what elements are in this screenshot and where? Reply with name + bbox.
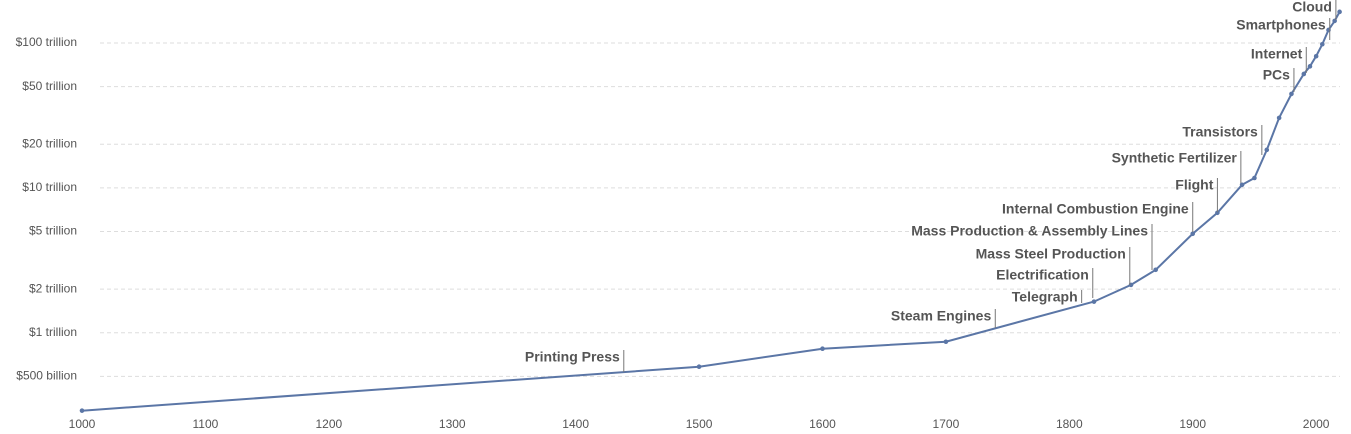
annotation-label: Mass Steel Production [976,246,1126,262]
y-tick-label: $500 billion [16,369,77,383]
annotation-label: Internet [1251,46,1303,62]
data-point [1337,9,1342,15]
y-tick-label: $50 trillion [22,79,77,93]
annotation-label: Telegraph [1012,289,1078,305]
x-tick-label: 1200 [315,417,342,431]
annotation-label: Smartphones [1236,17,1326,33]
data-point [1313,53,1319,59]
data-point [1301,71,1307,77]
data-point [1320,41,1325,47]
y-tick-label: $1 trillion [29,325,77,339]
y-tick-label: $5 trillion [29,224,77,238]
annotation-label: Printing Press [525,349,620,365]
annotation-label: Steam Engines [891,308,992,324]
y-tick-label: $10 trillion [22,180,77,194]
data-point [79,408,85,413]
y-tick-label: $100 trillion [16,35,77,49]
data-point [1215,210,1220,216]
x-tick-label: 1300 [439,417,466,431]
x-tick-label: 1400 [562,417,589,431]
data-point [1307,64,1313,69]
annotation-label: Internal Combustion Engine [1002,201,1189,217]
annotation-label: Synthetic Fertilizer [1112,150,1238,166]
x-tick-label: 1500 [686,417,713,431]
data-point [943,339,949,345]
data-point [1276,115,1282,121]
data-point [1239,182,1245,188]
data-point [820,346,825,352]
annotation-label: Mass Production & Assembly Lines [911,223,1148,239]
data-point [1091,299,1097,304]
annotation-label: Flight [1175,177,1213,193]
x-tick-label: 1900 [1179,417,1206,431]
data-point [1153,267,1159,273]
annotation-label: PCs [1263,67,1290,83]
annotation-label: Cloud [1292,0,1332,15]
annotation-label: Electrification [996,267,1089,283]
data-point [1289,91,1294,97]
x-tick-label: 1800 [1056,417,1083,431]
x-tick-label: 1600 [809,417,836,431]
x-tick-label: 1100 [193,417,219,431]
x-tick-label: 2000 [1303,417,1330,431]
data-point [1252,175,1257,181]
x-tick-label: 1000 [69,417,96,431]
data-point [696,364,702,370]
y-tick-label: $20 trillion [22,136,77,150]
annotation-label: Transistors [1182,124,1258,140]
y-tick-label: $2 trillion [29,281,77,295]
data-point [1264,147,1270,153]
data-point [1190,231,1196,237]
x-tick-label: 1700 [933,417,960,431]
